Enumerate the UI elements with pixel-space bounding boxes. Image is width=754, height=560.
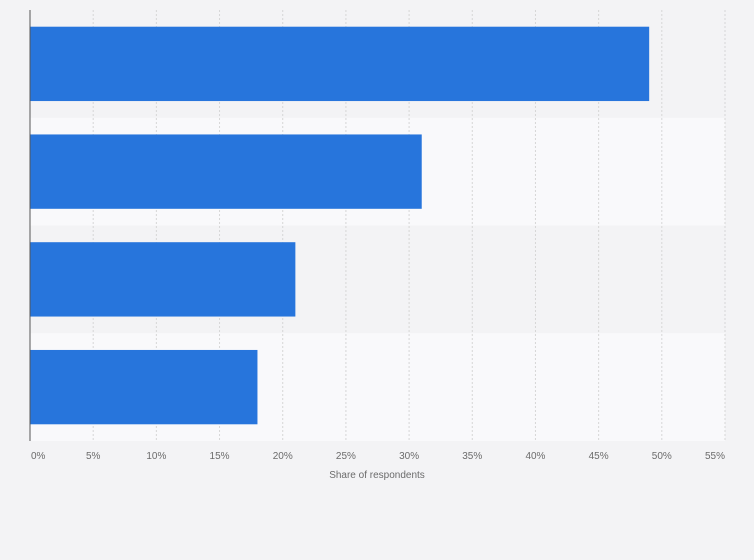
x-tick-label: 10%	[146, 451, 166, 462]
x-axis-title: Share of respondents	[329, 470, 425, 481]
x-tick-label: 45%	[589, 451, 609, 462]
x-tick-label: 55%	[705, 451, 725, 462]
bar	[30, 349, 258, 425]
x-tick-label: 50%	[652, 451, 672, 462]
bars	[30, 26, 650, 425]
x-tick-label: 30%	[399, 451, 419, 462]
x-tick-label: 35%	[462, 451, 482, 462]
x-tick-label: 40%	[525, 451, 545, 462]
bar	[30, 134, 422, 209]
x-tick-label: 15%	[210, 451, 230, 462]
x-tick-label: 20%	[273, 451, 293, 462]
x-tick-label: 0%	[31, 451, 46, 462]
x-tick-label: 5%	[86, 451, 101, 462]
bar	[30, 26, 650, 102]
x-tick-labels: 0% 5% 10% 15% 20% 25% 30% 35% 40% 45% 50% 55%	[31, 451, 725, 462]
bar	[30, 242, 296, 317]
x-tick-label: 25%	[336, 451, 356, 462]
